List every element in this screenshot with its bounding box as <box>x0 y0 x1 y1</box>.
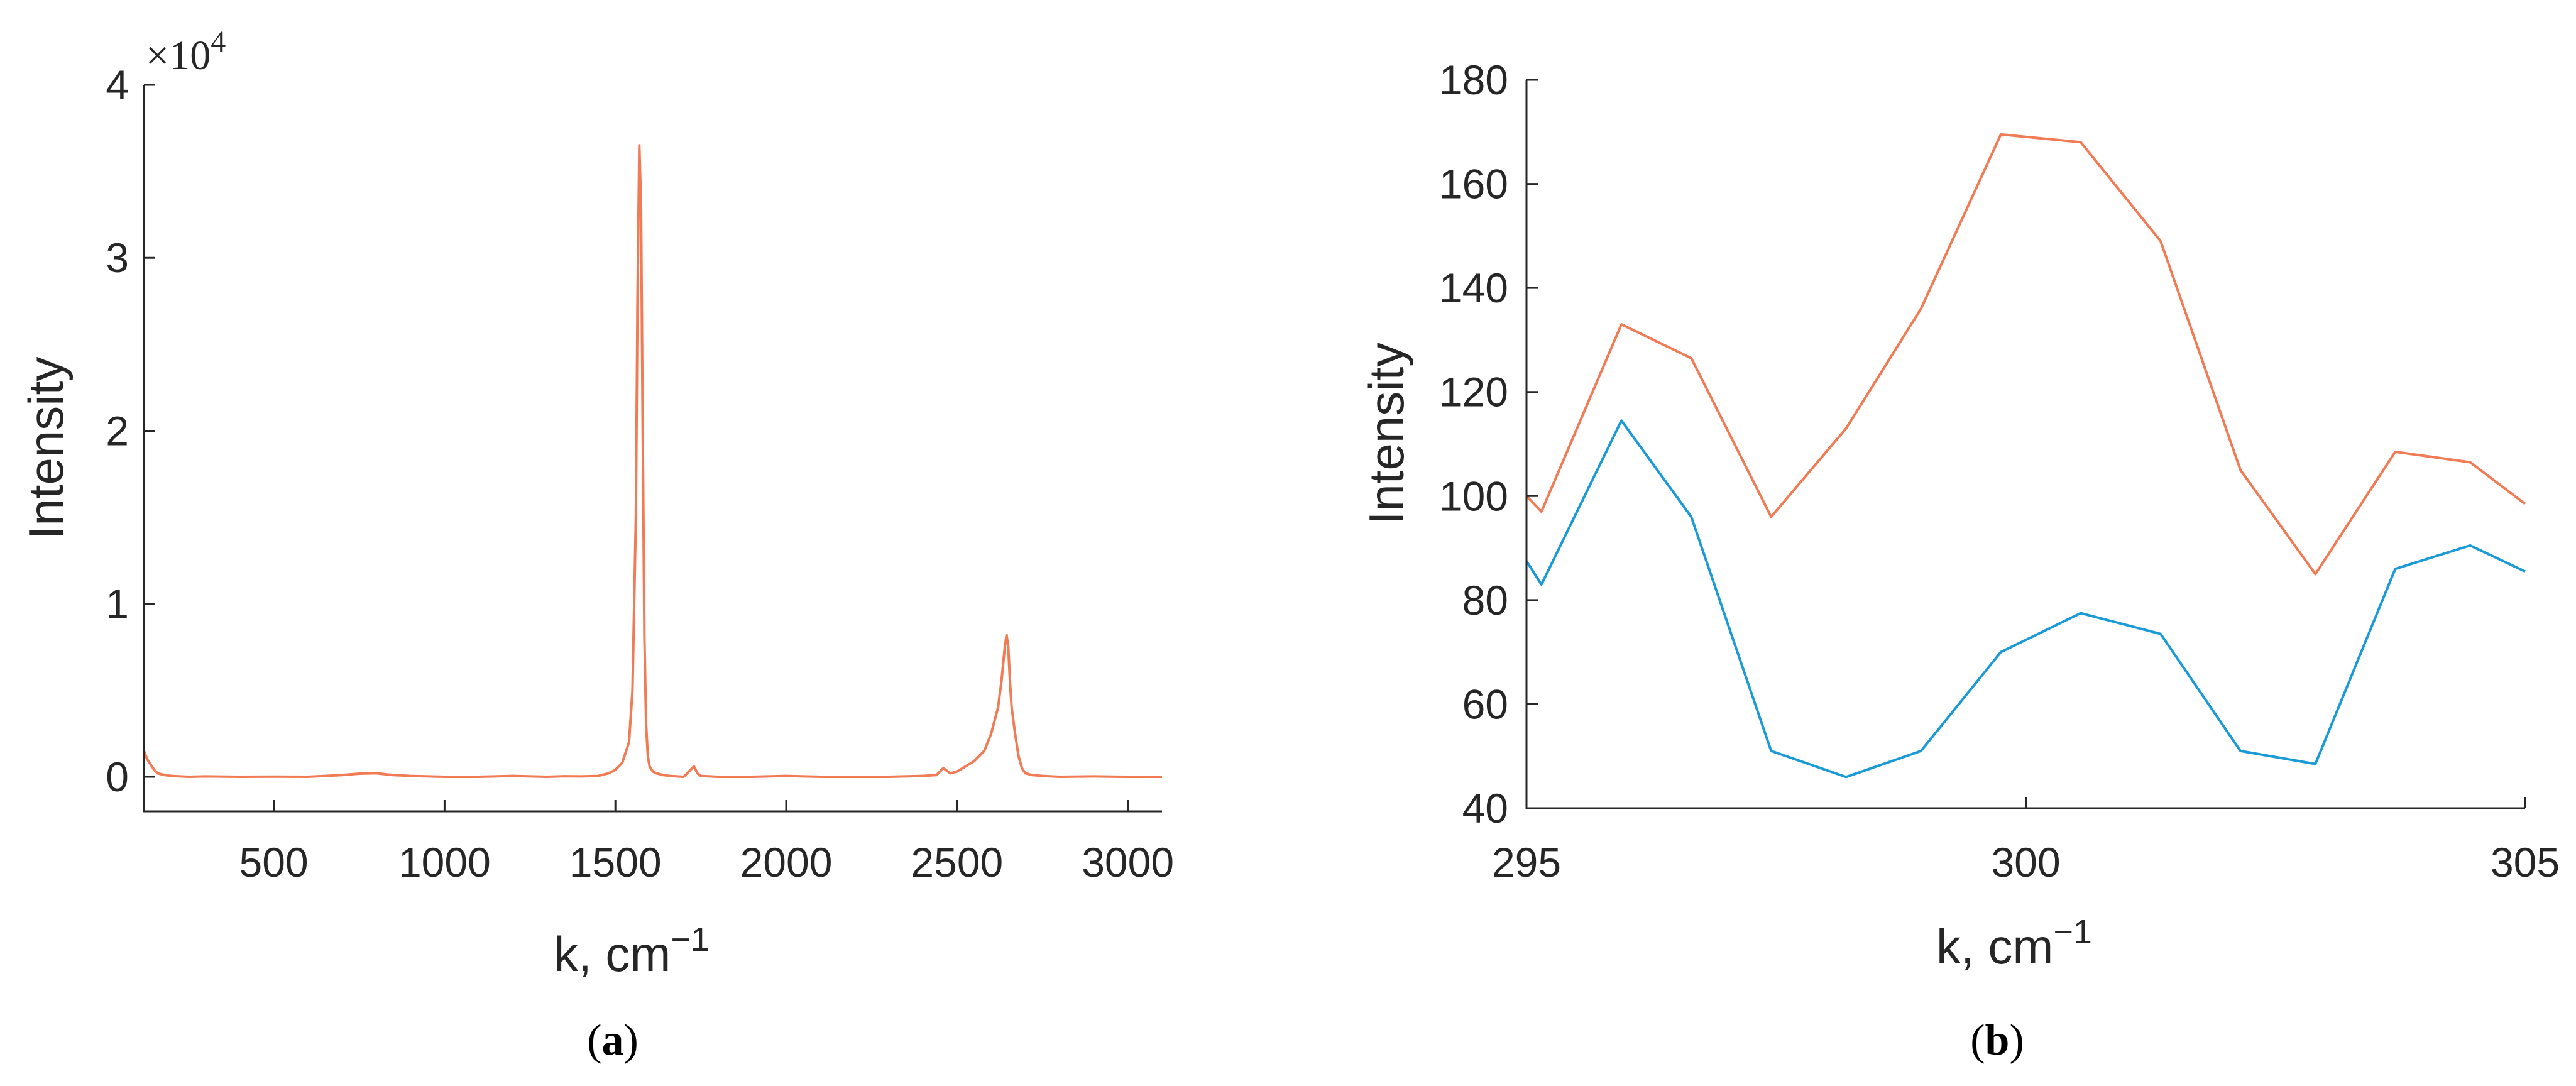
panel-a-axes <box>143 85 1162 813</box>
panel-a-y-axis-label: Intensity <box>18 357 74 539</box>
panel-a-y-multiplier: ×104 <box>146 25 226 79</box>
panel-b-series-group <box>1525 133 2526 779</box>
panel-a-label: (a) <box>587 1016 639 1065</box>
panel-a-x-ticks: 500 1000 1500 2000 2500 3000 <box>239 800 1174 886</box>
panel-b-chart: 295 300 305 40 60 80 100 120 140 160 180 Intensit… <box>1359 57 2560 1065</box>
panel-b-y-tick-label: 140 <box>1439 265 1508 311</box>
panel-a-series-group <box>143 144 1162 778</box>
panel-a-x-axis-label: k, cm−1 <box>554 921 710 982</box>
panel-b-x-ticks: 295 300 305 <box>1492 797 2560 886</box>
panel-a-x-tick-label: 2500 <box>911 839 1003 886</box>
panel-a-chart: 500 1000 1500 2000 2500 3000 0 1 2 3 4 ×104 Inten… <box>18 25 1174 1065</box>
panel-b-x-axis-label: k, cm−1 <box>1936 913 2092 974</box>
panel-a-x-tick-label: 1500 <box>569 839 662 886</box>
panel-b-y-tick-label: 120 <box>1439 369 1508 415</box>
panel-a-y-tick-label: 4 <box>106 62 129 108</box>
panel-b-y-axis-label: Intensity <box>1359 343 1414 525</box>
panel-b-label: (b) <box>1970 1016 2024 1065</box>
panel-b-y-tick-label: 60 <box>1462 681 1508 727</box>
panel-b-series-line-1 <box>1525 133 2526 576</box>
panel-a-y-tick-label: 0 <box>106 754 129 800</box>
panel-b-axes <box>1525 80 2525 809</box>
panel-a-series-line-1 <box>143 144 1162 778</box>
panel-a-y-tick-label: 1 <box>106 581 129 627</box>
panel-b-y-tick-label: 100 <box>1439 473 1508 519</box>
panel-a-y-ticks: 0 1 2 3 4 <box>106 62 155 800</box>
panel-a-x-tick-label: 2000 <box>740 839 833 886</box>
panel-b-y-tick-label: 160 <box>1439 161 1508 207</box>
panel-b-y-tick-label: 80 <box>1462 577 1508 623</box>
panel-b-x-tick-label: 305 <box>2491 839 2560 886</box>
panel-b-y-tick-label: 40 <box>1462 785 1508 831</box>
panel-b-y-ticks: 40 60 80 100 120 140 160 180 <box>1439 57 1538 831</box>
panel-a-y-tick-label: 3 <box>106 234 129 281</box>
panel-b-series-line-2 <box>1525 419 2526 779</box>
panel-b-y-tick-label: 180 <box>1439 57 1508 103</box>
panel-a-x-tick-label: 500 <box>239 839 309 886</box>
panel-a-x-tick-label: 1000 <box>398 839 491 886</box>
panel-a-y-tick-label: 2 <box>106 407 129 454</box>
panel-a-x-tick-label: 3000 <box>1082 839 1174 886</box>
panel-b-x-tick-label: 295 <box>1492 839 1561 886</box>
panel-b-x-tick-label: 300 <box>1991 839 2060 886</box>
